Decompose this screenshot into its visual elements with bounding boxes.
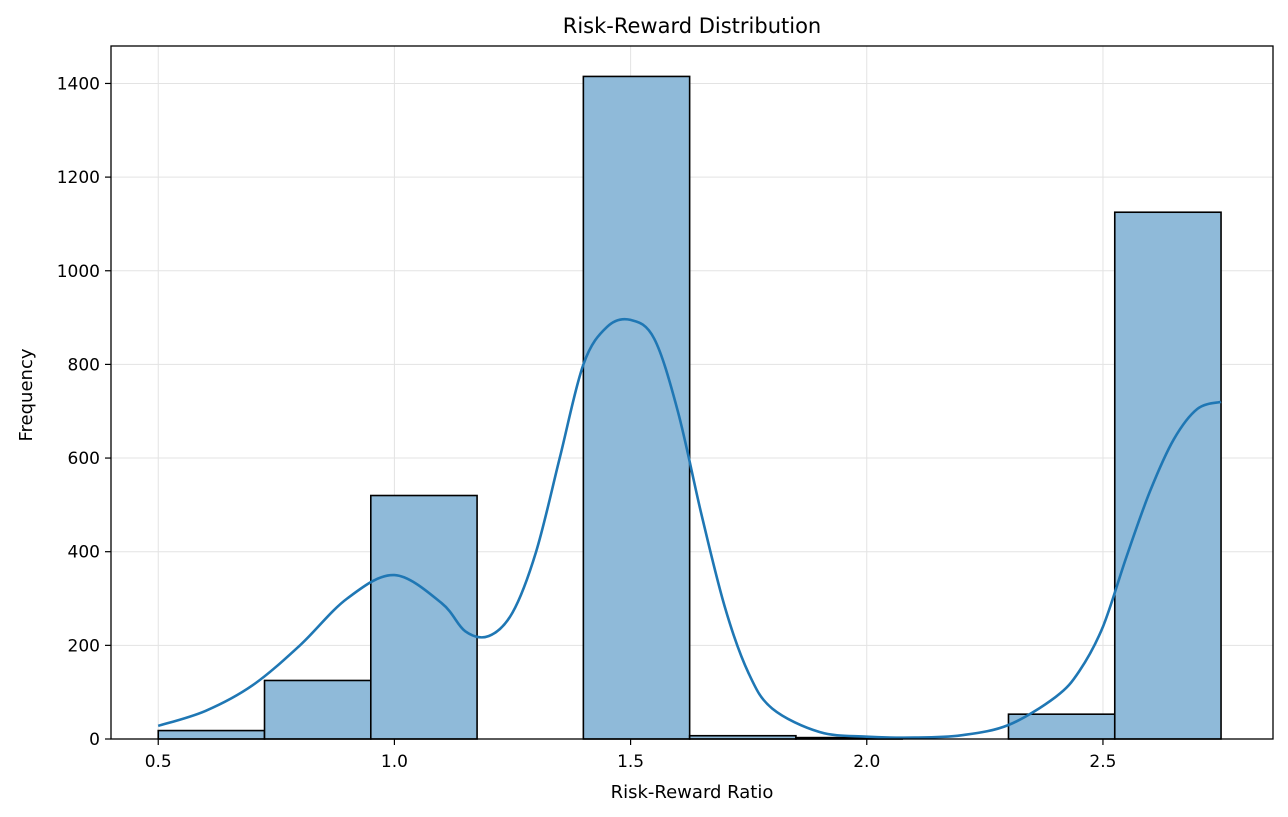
y-tick-label: 400	[68, 543, 100, 563]
histogram-bar	[1113, 211, 1222, 740]
histogram-bar	[263, 679, 372, 740]
x-tick-label: 0.5	[145, 752, 172, 772]
y-tick-label: 1000	[57, 262, 100, 282]
y-tick-label: 800	[68, 355, 100, 375]
y-tick-label: 1400	[57, 74, 100, 94]
histogram-bar	[369, 494, 478, 740]
y-axis-label: Frequency	[16, 348, 37, 441]
bars	[157, 75, 1222, 740]
chart-title: Risk-Reward Distribution	[563, 14, 822, 38]
x-axis-ticks: 0.5 1.0 1.5 2.0 2.5	[145, 739, 1116, 772]
x-tick-label: 2.0	[853, 752, 880, 772]
histogram-bar	[1007, 713, 1116, 740]
x-axis-label: Risk-Reward Ratio	[611, 782, 774, 803]
kde-curve	[157, 317, 1222, 739]
y-tick-label: 0	[89, 730, 100, 750]
x-tick-label: 2.5	[1089, 752, 1116, 772]
y-tick-label: 1200	[57, 168, 100, 188]
y-tick-label: 600	[68, 449, 100, 469]
y-axis-ticks: 0 200 400 600 800 1000 1200 1400	[57, 74, 111, 750]
histogram-bar	[582, 75, 691, 740]
y-tick-label: 200	[68, 636, 100, 656]
histogram-bar	[157, 729, 266, 740]
x-tick-label: 1.0	[381, 752, 408, 772]
plot-frame	[110, 45, 1274, 740]
x-tick-label: 1.5	[617, 752, 644, 772]
